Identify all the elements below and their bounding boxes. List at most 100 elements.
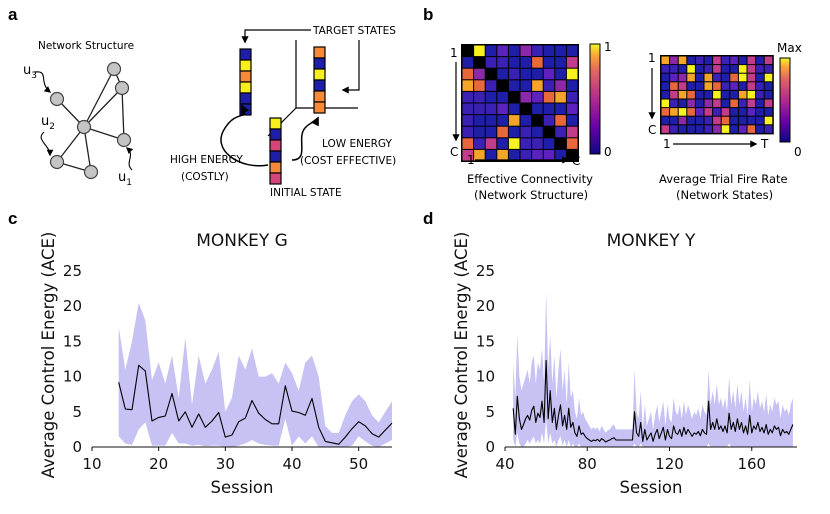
- left-axis-end: C: [450, 145, 458, 159]
- network-graph: [56, 68, 125, 173]
- matrix-cell: [704, 99, 713, 108]
- y-tick-label: 10: [476, 368, 495, 386]
- state-cell: [269, 117, 282, 130]
- matrix-cell: [543, 80, 555, 91]
- x-axis-label: Session: [620, 478, 683, 497]
- matrix-cell: [738, 65, 747, 73]
- left-matrix-subtitle: (Network Structure): [474, 188, 588, 202]
- matrix-cell: [661, 90, 670, 99]
- target-states-label: TARGET STATES: [312, 25, 396, 37]
- x-axis-label: Session: [211, 478, 274, 497]
- matrix-cell: [520, 91, 532, 103]
- matrix-cell: [508, 126, 520, 138]
- matrix-cell: [543, 45, 555, 57]
- matrix-cell: [520, 45, 532, 57]
- matrix-cell: [508, 115, 520, 126]
- matrix-cell: [721, 73, 730, 82]
- matrix-cell: [721, 90, 730, 99]
- matrix-cell: [713, 125, 721, 133]
- matrix-cell: [678, 65, 687, 73]
- right-matrix-title: Average Trial Fire Rate: [659, 172, 788, 186]
- matrix-cell: [670, 116, 678, 125]
- matrix-cell: [532, 68, 543, 80]
- matrix-cell: [462, 126, 474, 138]
- state-cell: [239, 70, 252, 83]
- colorbar-right-min: 0: [794, 145, 802, 159]
- x-tick-label: 30: [216, 455, 235, 473]
- matrix-cell: [497, 138, 508, 149]
- matrix-cell: [695, 99, 704, 108]
- chart-title: MONKEY G: [196, 231, 288, 251]
- matrix-cell: [520, 80, 532, 91]
- matrix-cell: [713, 65, 721, 73]
- matrix-cell: [747, 56, 756, 65]
- matrix-cell: [687, 65, 695, 73]
- matrix-cell: [497, 149, 508, 161]
- matrix-cell: [747, 82, 756, 90]
- y-tick-label: 5: [485, 403, 495, 421]
- matrix-cell: [566, 115, 578, 126]
- matrix-cell: [670, 108, 678, 116]
- right-matrix-subtitle: (Network States): [676, 188, 773, 202]
- low-energy-label: LOW ENERGY: [322, 138, 392, 150]
- matrix-cell: [661, 125, 670, 133]
- matrix-cell: [508, 149, 520, 161]
- right-y-end: C: [648, 123, 656, 137]
- target-arrow-left: [241, 29, 311, 44]
- state-cell: [269, 128, 282, 141]
- input-u3-label: u3: [23, 63, 37, 81]
- matrix-cell: [695, 116, 704, 125]
- network-node: [49, 91, 65, 107]
- matrix-cell: [738, 108, 747, 116]
- state-cell: [313, 57, 326, 70]
- high-energy-sublabel: (COSTLY): [181, 171, 229, 183]
- matrix-cell: [687, 99, 695, 108]
- matrix-cell: [756, 82, 764, 90]
- matrix-cell: [687, 116, 695, 125]
- input-u3-arrow: [33, 71, 52, 93]
- matrix-cell: [566, 68, 578, 80]
- matrix-cell: [462, 68, 474, 80]
- matrix-cell: [678, 56, 687, 65]
- matrix-cell: [497, 91, 508, 103]
- matrix-cell: [474, 80, 485, 91]
- matrix-cell: [678, 125, 687, 133]
- matrix-cell: [543, 103, 555, 115]
- matrix-cell: [747, 116, 756, 125]
- matrix-cell: [738, 116, 747, 125]
- matrix-cell: [661, 82, 670, 90]
- matrix-cell: [485, 80, 497, 91]
- x-tick-label: 50: [349, 455, 368, 473]
- panel-label-b: b: [423, 5, 433, 24]
- colorbar-right-max: Max: [777, 41, 802, 55]
- state-cell: [313, 68, 326, 81]
- state-cell: [239, 48, 252, 61]
- matrix-cell: [713, 116, 721, 125]
- matrix-cell: [474, 115, 485, 126]
- colorbar-left-max: 1: [604, 40, 612, 54]
- matrix-cell: [764, 108, 773, 116]
- matrix-cell: [485, 68, 497, 80]
- matrix-cell: [730, 125, 738, 133]
- matrix-cell: [566, 91, 578, 103]
- left-axis-start: 1: [450, 46, 458, 60]
- matrix-cell: [730, 73, 738, 82]
- matrix-cell: [713, 73, 721, 82]
- panel-label-d: d: [423, 209, 433, 228]
- matrix-cell: [756, 65, 764, 73]
- state-cell: [269, 150, 282, 163]
- matrix-cell: [670, 125, 678, 133]
- matrix-cell: [508, 80, 520, 91]
- matrix-cell: [555, 68, 566, 80]
- matrix-cell: [566, 149, 578, 161]
- matrix-cell: [485, 45, 497, 57]
- confidence-band: [513, 292, 793, 447]
- x-tick-label: 40: [495, 455, 514, 473]
- state-cell: [313, 90, 326, 103]
- matrix-cell: [730, 90, 738, 99]
- matrix-cell: [704, 90, 713, 99]
- target-state-vector-a: [239, 48, 252, 116]
- matrix-cell: [721, 125, 730, 133]
- matrix-cell: [532, 138, 543, 149]
